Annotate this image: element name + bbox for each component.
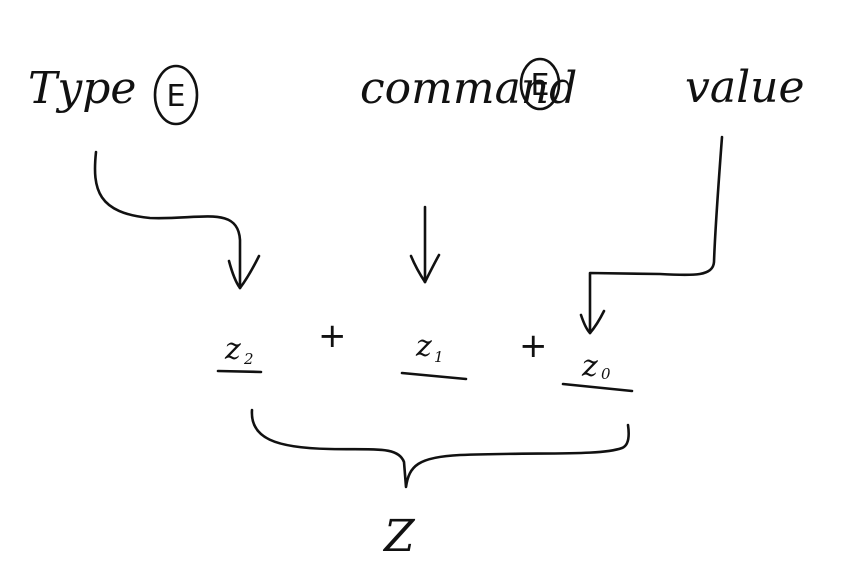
arrow-command-to-z1 [409, 205, 441, 284]
plus-operator-2: + [519, 326, 548, 366]
term-z0-base: z [581, 349, 598, 384]
marker-letter: E [531, 68, 550, 103]
term-z2-base: z [224, 332, 241, 367]
term-z1-sub: 1 [434, 348, 444, 366]
grouping-brace [250, 408, 630, 489]
arrow-value-to-z0 [579, 135, 724, 335]
input-value-label: value [685, 62, 805, 113]
term-z0-underline [561, 382, 634, 393]
term-z1-base: z [415, 329, 432, 364]
result-symbol: Z [382, 511, 416, 562]
input-type: Type E [28, 63, 199, 126]
input-command-label: command [360, 63, 577, 114]
term-z0-sub: 0 [601, 365, 611, 383]
term-z2: z 2 [216, 332, 263, 374]
input-command: command E [360, 57, 577, 114]
term-z0: z 0 [561, 349, 634, 393]
term-z2-sub: 2 [243, 350, 254, 368]
term-z2-underline [216, 369, 263, 374]
input-value: value [685, 62, 805, 113]
term-z1-underline [400, 371, 468, 381]
arrow-type-to-z2 [93, 150, 261, 290]
plus-operator-1: + [318, 316, 347, 356]
input-type-marker: E [153, 64, 199, 126]
input-type-label: Type [28, 63, 136, 114]
marker-circle [519, 57, 561, 111]
marker-letter: E [167, 79, 186, 114]
term-z1: z 1 [400, 329, 468, 381]
marker-circle [153, 64, 199, 126]
input-command-marker: E [519, 57, 561, 111]
